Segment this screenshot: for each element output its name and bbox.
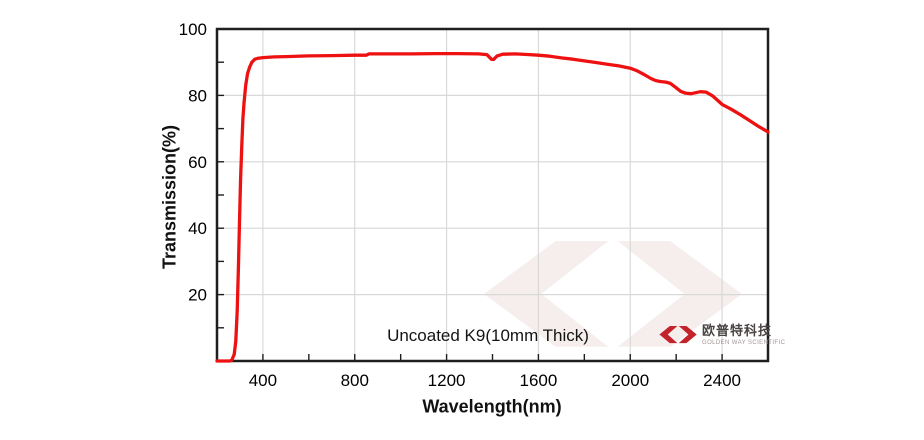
- svg-text:60: 60: [188, 153, 207, 172]
- svg-text:1200: 1200: [428, 371, 466, 390]
- x-axis-title: Wavelength(nm): [422, 396, 562, 417]
- svg-text:800: 800: [341, 371, 369, 390]
- company-name-cn: 欧普特科技: [702, 323, 773, 338]
- transmission-curve: [215, 51, 770, 363]
- svg-text:2400: 2400: [703, 371, 741, 390]
- curve-annotation: Uncoated K9(10mm Thick): [387, 326, 589, 345]
- grid-lines: [217, 29, 768, 361]
- svg-text:40: 40: [188, 219, 207, 238]
- company-logo-text: 欧普特科技 GOLDEN WAY SCIENTIFIC: [702, 323, 786, 346]
- y-tick-labels: 20 40 60 80 100: [179, 20, 207, 305]
- svg-text:400: 400: [249, 371, 277, 390]
- svg-text:1600: 1600: [520, 371, 558, 390]
- svg-text:20: 20: [188, 286, 207, 305]
- y-axis-title: Transmission(%): [159, 124, 180, 270]
- axis-tick-marks: [217, 61, 723, 361]
- x-tick-labels: 400 800 1200 1600 2000 2400: [249, 371, 741, 390]
- company-name-en: GOLDEN WAY SCIENTIFIC: [702, 340, 786, 346]
- svg-text:80: 80: [188, 86, 207, 105]
- svg-text:2000: 2000: [611, 371, 649, 390]
- svg-text:100: 100: [179, 20, 207, 39]
